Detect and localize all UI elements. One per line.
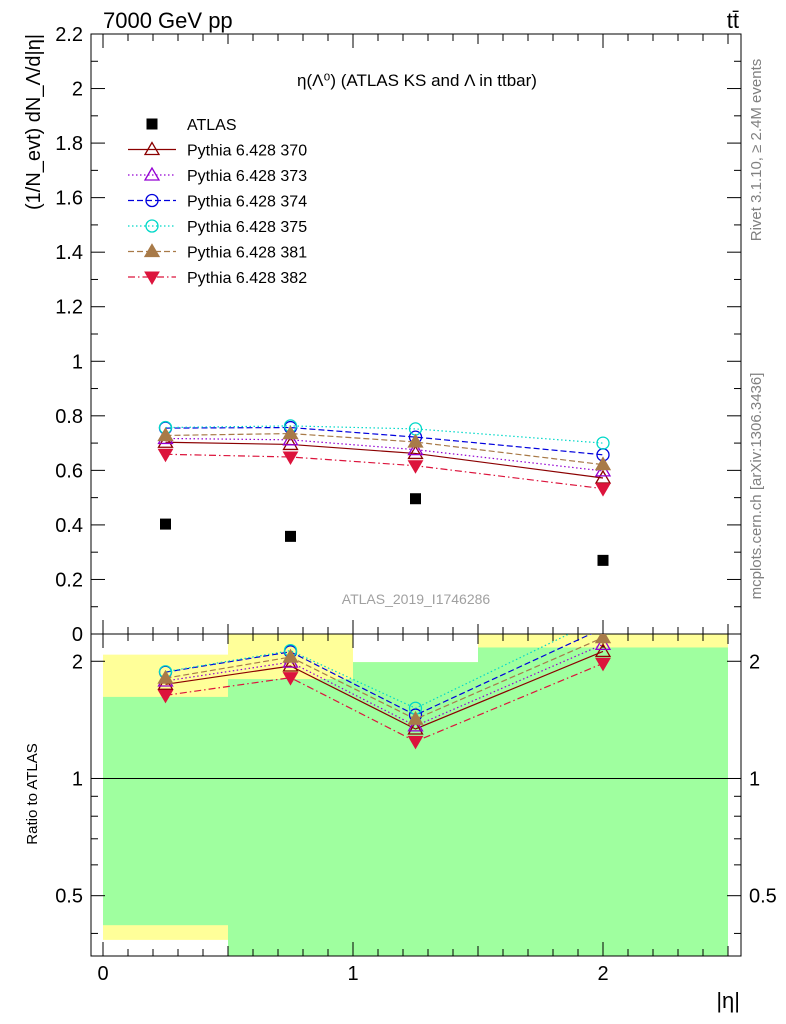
series-0-point — [157, 433, 174, 448]
series-line-1 — [165, 437, 604, 472]
y-tick-label: 0.6 — [55, 460, 83, 482]
legend-label-3: Pythia 6.428 375 — [187, 219, 307, 236]
band-inner-2 — [353, 662, 478, 956]
legend-label-1: Pythia 6.428 373 — [187, 168, 307, 185]
ratio-0-point — [594, 643, 612, 658]
ratio-1-point — [594, 636, 612, 651]
ratio-5-point — [282, 672, 299, 686]
series-5-point — [157, 448, 174, 463]
ratio-4-point — [594, 634, 612, 644]
series-3-point — [596, 436, 610, 450]
chart-title: η(Λ⁰) (ATLAS KS and Λ in ttbar) — [297, 71, 537, 90]
ratio-line-1 — [165, 643, 604, 727]
ratio-4-point — [157, 669, 174, 684]
series-line-2 — [165, 426, 604, 456]
legend-atlas-label: ATLAS — [187, 117, 237, 134]
series-line-4 — [165, 432, 604, 466]
series-4-point — [407, 433, 424, 448]
main-series — [157, 419, 612, 566]
series-3-point — [408, 422, 423, 436]
ratio-tick-label-right: 2 — [749, 651, 760, 673]
y-tick-label: 2 — [72, 79, 83, 101]
x-tick-label: 0 — [97, 963, 108, 985]
series-4-point — [594, 456, 612, 471]
y-tick-label: 2.2 — [55, 24, 83, 46]
y-tick-label: 0 — [72, 624, 83, 646]
atlas-data-point — [285, 530, 296, 542]
legend-label-4: Pythia 6.428 381 — [187, 245, 307, 262]
legend-marker-4 — [143, 243, 161, 258]
band-inner-3 — [478, 647, 728, 956]
ratio-0-point — [282, 657, 299, 672]
ratio-axis-label: Ratio to ATLAS — [24, 743, 41, 844]
y-tick-label: 1 — [72, 351, 83, 373]
y-tick-label: 1.8 — [55, 133, 83, 155]
legend-label-2: Pythia 6.428 374 — [187, 194, 307, 211]
legend-marker-2 — [145, 193, 159, 208]
series-0-point — [594, 469, 612, 484]
analysis-label: ATLAS_2019_I1746286 — [342, 591, 491, 607]
series-4-point — [157, 427, 174, 442]
ratio-uncertainty-bands — [103, 634, 728, 956]
ratio-0-point — [407, 720, 424, 735]
legend-label-5: Pythia 6.428 382 — [187, 270, 307, 287]
x-axis-label: |η| — [716, 988, 740, 1013]
ratio-line-2 — [165, 634, 593, 716]
series-0-point — [407, 445, 424, 460]
ratio-5-point — [407, 735, 424, 750]
atlas-data-point — [410, 493, 421, 505]
legend-marker-5 — [144, 271, 160, 285]
ratio-line-4 — [165, 637, 604, 720]
band-inner-0 — [103, 696, 228, 926]
header-right: tt̄ — [727, 8, 739, 33]
y-tick-label: 1.6 — [55, 188, 83, 210]
series-5-point — [407, 460, 424, 474]
series-5-point — [595, 483, 611, 497]
ratio-4-point — [407, 710, 424, 725]
legend-marker-3 — [145, 219, 159, 233]
ratio-4-point — [282, 648, 299, 663]
series-0-point — [282, 436, 299, 451]
rivet-label: Rivet 3.1.10, ≥ 2.4M events — [748, 59, 765, 242]
ratio-tick-label-right: 0.5 — [749, 886, 777, 908]
band-inner-1 — [228, 679, 353, 956]
y-tick-label: 0.2 — [55, 569, 83, 591]
ratio-tick-label-left: 2 — [72, 651, 83, 673]
legend: ATLAS Pythia 6.428 370 Pythia 6.428 373 Pyt… — [128, 117, 307, 287]
ratio-tick-label-left: 0.5 — [55, 886, 83, 908]
ratio-1-point — [407, 717, 424, 732]
ratio-5-point — [595, 657, 611, 672]
ratio-line-0 — [165, 650, 604, 730]
series-1-point — [407, 441, 424, 456]
y-tick-label: 0.8 — [55, 406, 83, 428]
ratio-series — [157, 634, 612, 750]
axes: 0 0.2 0.4 0.6 0.8 1 1.2 1.4 1.6 1.8 2 2.2 0.5 0.5 1 1 2 2… — [55, 24, 777, 985]
series-5-point — [282, 451, 299, 465]
ratio-tick-label-left: 1 — [72, 768, 83, 790]
legend-atlas-marker — [146, 118, 158, 130]
ratio-tick-label-right: 1 — [749, 768, 760, 790]
y-tick-label: 1.4 — [55, 242, 83, 264]
series-line-3 — [165, 425, 604, 444]
x-tick-label: 1 — [347, 963, 358, 985]
mcplots-label: mcplots.cern.ch [arXiv:1306.3436] — [748, 373, 765, 600]
atlas-data-point — [597, 554, 609, 566]
y-tick-label: 0.4 — [55, 515, 83, 537]
series-4-point — [282, 425, 299, 440]
atlas-data-point — [160, 518, 171, 530]
ratio-plot-frame — [90, 633, 742, 957]
header-left: 7000 GeV pp — [103, 8, 233, 33]
y-axis-label: (1/N_evt) dN_Λ/d|η| — [23, 34, 45, 210]
legend-marker-1 — [143, 166, 161, 181]
series-line-5 — [165, 453, 604, 490]
ratio-5-point — [157, 689, 174, 704]
legend-marker-0 — [143, 141, 161, 156]
ratio-line-5 — [165, 662, 604, 743]
series-line-0 — [165, 441, 604, 479]
x-tick-label: 2 — [597, 963, 608, 985]
y-tick-label: 1.2 — [55, 297, 83, 319]
legend-label-0: Pythia 6.428 370 — [187, 143, 307, 160]
ratio-line-3 — [165, 634, 571, 709]
